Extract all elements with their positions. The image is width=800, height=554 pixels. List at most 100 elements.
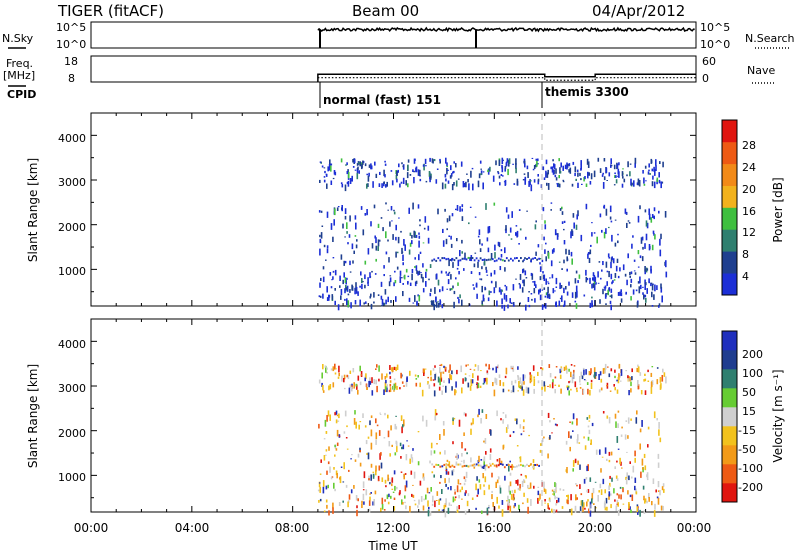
radar-cell	[606, 415, 609, 419]
radar-cell	[414, 503, 417, 506]
radar-cell	[328, 294, 330, 301]
colorbar-swatch	[722, 369, 737, 389]
radar-cell	[627, 161, 629, 168]
radar-cell	[477, 180, 480, 188]
radar-cell	[622, 487, 624, 489]
radar-cell	[572, 430, 574, 432]
radar-cell	[460, 161, 463, 167]
radar-cell	[461, 442, 463, 449]
radar-cell	[493, 270, 496, 275]
radar-cell	[609, 216, 612, 220]
radar-cell	[505, 162, 508, 167]
radar-cell	[665, 260, 667, 268]
radar-cell	[319, 179, 321, 183]
radar-cell	[442, 421, 445, 426]
radar-cell	[591, 492, 594, 500]
radar-cell	[409, 174, 412, 176]
radar-cell	[651, 181, 654, 187]
radar-cell	[383, 437, 386, 439]
radar-cell	[612, 258, 615, 264]
radar-cell	[620, 369, 623, 376]
radar-cell	[591, 222, 593, 224]
radar-cell	[502, 388, 505, 393]
radar-cell	[525, 304, 527, 311]
radar-cell	[371, 377, 373, 384]
radar-cell	[661, 295, 663, 303]
radar-cell	[457, 454, 459, 459]
radar-cell	[440, 270, 443, 274]
radar-cell	[423, 163, 425, 171]
radar-cell	[418, 270, 421, 275]
radar-cell	[480, 459, 483, 461]
radar-cell	[639, 276, 641, 284]
radar-cell	[588, 508, 590, 514]
radar-cell	[345, 287, 348, 290]
radar-cell	[547, 385, 549, 387]
radar-cell	[387, 430, 390, 438]
radar-cell	[556, 496, 558, 499]
radar-cell	[464, 492, 466, 496]
radar-cell	[591, 232, 593, 237]
radar-cell	[611, 281, 613, 285]
radar-cell	[456, 205, 459, 211]
radar-cell	[353, 382, 355, 389]
radar-cell	[334, 412, 336, 416]
radar-cell	[546, 172, 549, 178]
radar-cell	[559, 488, 562, 491]
radar-cell	[529, 373, 532, 379]
radar-cell	[466, 173, 468, 175]
radar-cell	[646, 478, 649, 481]
radar-cell	[603, 158, 606, 162]
radar-cell	[476, 293, 478, 299]
radar-cell	[360, 271, 362, 276]
radar-cell	[637, 385, 640, 390]
radar-cell	[437, 257, 440, 260]
radar-cell	[604, 294, 607, 299]
radar-cell	[423, 227, 426, 230]
radar-cell	[385, 251, 388, 255]
radar-cell	[433, 474, 435, 478]
radar-cell	[522, 260, 524, 263]
radar-cell	[319, 161, 322, 163]
radar-cell	[430, 442, 433, 449]
radar-cell	[378, 239, 381, 242]
radar-cell	[585, 203, 588, 210]
radar-cell	[411, 273, 413, 281]
radar-cell	[484, 438, 487, 444]
radar-cell	[424, 216, 427, 223]
radar-cell	[533, 165, 536, 169]
radar-cell	[588, 257, 591, 263]
radar-cell	[627, 490, 629, 495]
radar-cell	[658, 210, 660, 214]
radar-cell	[593, 278, 595, 282]
radar-cell	[365, 383, 368, 388]
radar-cell	[618, 373, 620, 380]
radar-cell	[366, 183, 368, 189]
radar-cell	[478, 173, 481, 179]
radar-cell	[510, 257, 512, 260]
radar-cell	[435, 259, 438, 262]
radar-cell	[456, 238, 458, 242]
radar-cell	[566, 495, 568, 497]
radar-cell	[552, 379, 554, 383]
radar-cell	[448, 477, 450, 483]
radar-cell	[639, 428, 642, 433]
radar-cell	[507, 424, 509, 429]
radar-cell	[558, 183, 561, 188]
radar-cell	[465, 413, 467, 417]
radar-cell	[509, 481, 512, 487]
radar-cell	[575, 483, 577, 485]
radar-cell	[535, 284, 537, 289]
radar-cell	[416, 300, 418, 306]
radar-cell	[526, 258, 528, 260]
colorbar-swatch	[722, 207, 737, 230]
radar-cell	[604, 447, 607, 454]
radar-cell	[419, 169, 421, 177]
radar-cell	[478, 408, 480, 415]
radar-cell	[533, 179, 536, 183]
radar-cell	[639, 443, 641, 450]
radar-cell	[389, 482, 391, 485]
radar-cell	[405, 480, 408, 488]
radar-cell	[425, 271, 427, 278]
radar-cell	[517, 487, 520, 491]
